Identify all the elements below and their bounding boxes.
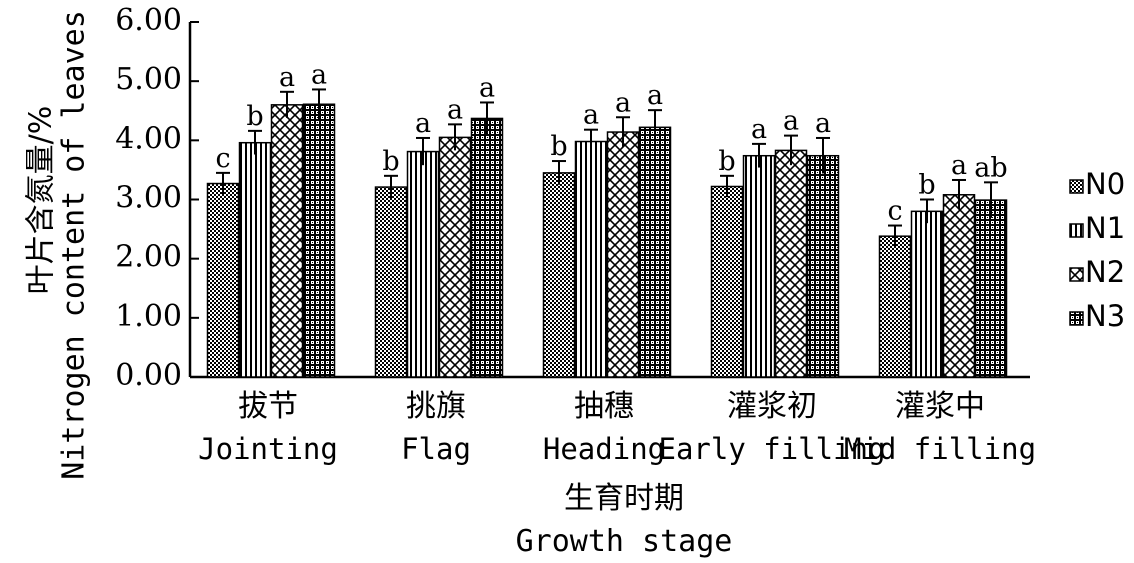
- x-axis-label-cn: 生育时期: [564, 481, 684, 516]
- significance-label: a: [647, 80, 663, 111]
- bar-n1: [742, 154, 776, 378]
- bar-n0: [374, 186, 408, 378]
- y-tick-label: 2.00: [115, 240, 182, 275]
- significance-label: c: [215, 143, 230, 174]
- y-tick-label: 1.00: [115, 299, 182, 334]
- bar-n2: [942, 194, 976, 378]
- significance-label: a: [951, 150, 967, 181]
- x-category-label-en: Mid filling: [844, 432, 1036, 466]
- legend-label-n0: N0: [1085, 167, 1125, 201]
- significance-label: a: [447, 94, 463, 125]
- bar-n0: [710, 185, 744, 378]
- bar-n1: [574, 140, 608, 378]
- bar-n2: [270, 104, 304, 378]
- bar-n1: [406, 150, 440, 378]
- significance-label: a: [783, 106, 799, 137]
- bar-n1: [910, 210, 944, 378]
- bar-n3: [638, 126, 672, 378]
- bar-n2: [606, 131, 640, 378]
- significance-label: a: [311, 59, 327, 90]
- legend-swatch-n1: [1069, 223, 1084, 238]
- y-axis-label-en: Nitrogen content of leaves: [57, 10, 92, 480]
- x-axis-label-en: Growth stage: [516, 524, 733, 559]
- significance-label: a: [415, 108, 431, 139]
- significance-label: a: [583, 100, 599, 131]
- y-tick-label: 3.00: [115, 181, 182, 216]
- legend-swatch-n3: [1069, 311, 1084, 326]
- significance-label: a: [479, 72, 495, 103]
- bar-n3: [806, 154, 840, 378]
- legend-swatch-n2: [1069, 267, 1084, 282]
- x-category-label-en: Flag: [401, 432, 471, 466]
- significance-label: ab: [974, 152, 1007, 183]
- legend-label-n2: N2: [1085, 255, 1125, 289]
- significance-label: b: [382, 146, 399, 177]
- significance-label: b: [918, 170, 935, 201]
- bar-n0: [542, 172, 576, 378]
- bar-n2: [438, 136, 472, 378]
- bar-n3: [974, 199, 1008, 378]
- y-tick-label: 4.00: [115, 121, 182, 156]
- bar-n0: [206, 182, 240, 378]
- significance-label: c: [887, 196, 902, 227]
- x-category-label-cn: 抽穗: [574, 389, 634, 424]
- bar-n3: [470, 117, 504, 378]
- x-category-label-en: Jointing: [198, 432, 338, 466]
- x-category-label-cn: 拔节: [238, 389, 298, 424]
- x-category-label-en: Heading: [543, 432, 665, 466]
- significance-label: b: [550, 131, 567, 162]
- x-category-label-cn: 灌浆中: [895, 389, 985, 424]
- significance-label: a: [615, 87, 631, 118]
- significance-label: a: [815, 108, 831, 139]
- legend-swatch-n0: [1069, 179, 1084, 194]
- significance-label: a: [279, 62, 295, 93]
- bar-n1: [238, 141, 272, 378]
- significance-label: b: [718, 146, 735, 177]
- x-category-label-en: Early filling: [659, 432, 886, 466]
- significance-label: a: [751, 114, 767, 145]
- legend-label-n1: N1: [1085, 211, 1125, 245]
- y-tick-label: 5.00: [115, 62, 182, 97]
- significance-label: b: [246, 101, 263, 132]
- y-tick-label: 0.00: [115, 358, 182, 393]
- legend-label-n3: N3: [1085, 299, 1125, 333]
- y-tick-label: 6.00: [115, 3, 182, 38]
- x-category-label-cn: 挑旗: [406, 389, 466, 424]
- x-category-label-cn: 灌浆初: [727, 389, 817, 424]
- bar-n3: [302, 103, 336, 378]
- bar-n2: [774, 149, 808, 378]
- y-axis-label-cn: 叶片含氮量/%: [24, 106, 59, 295]
- bar-n0: [878, 235, 912, 378]
